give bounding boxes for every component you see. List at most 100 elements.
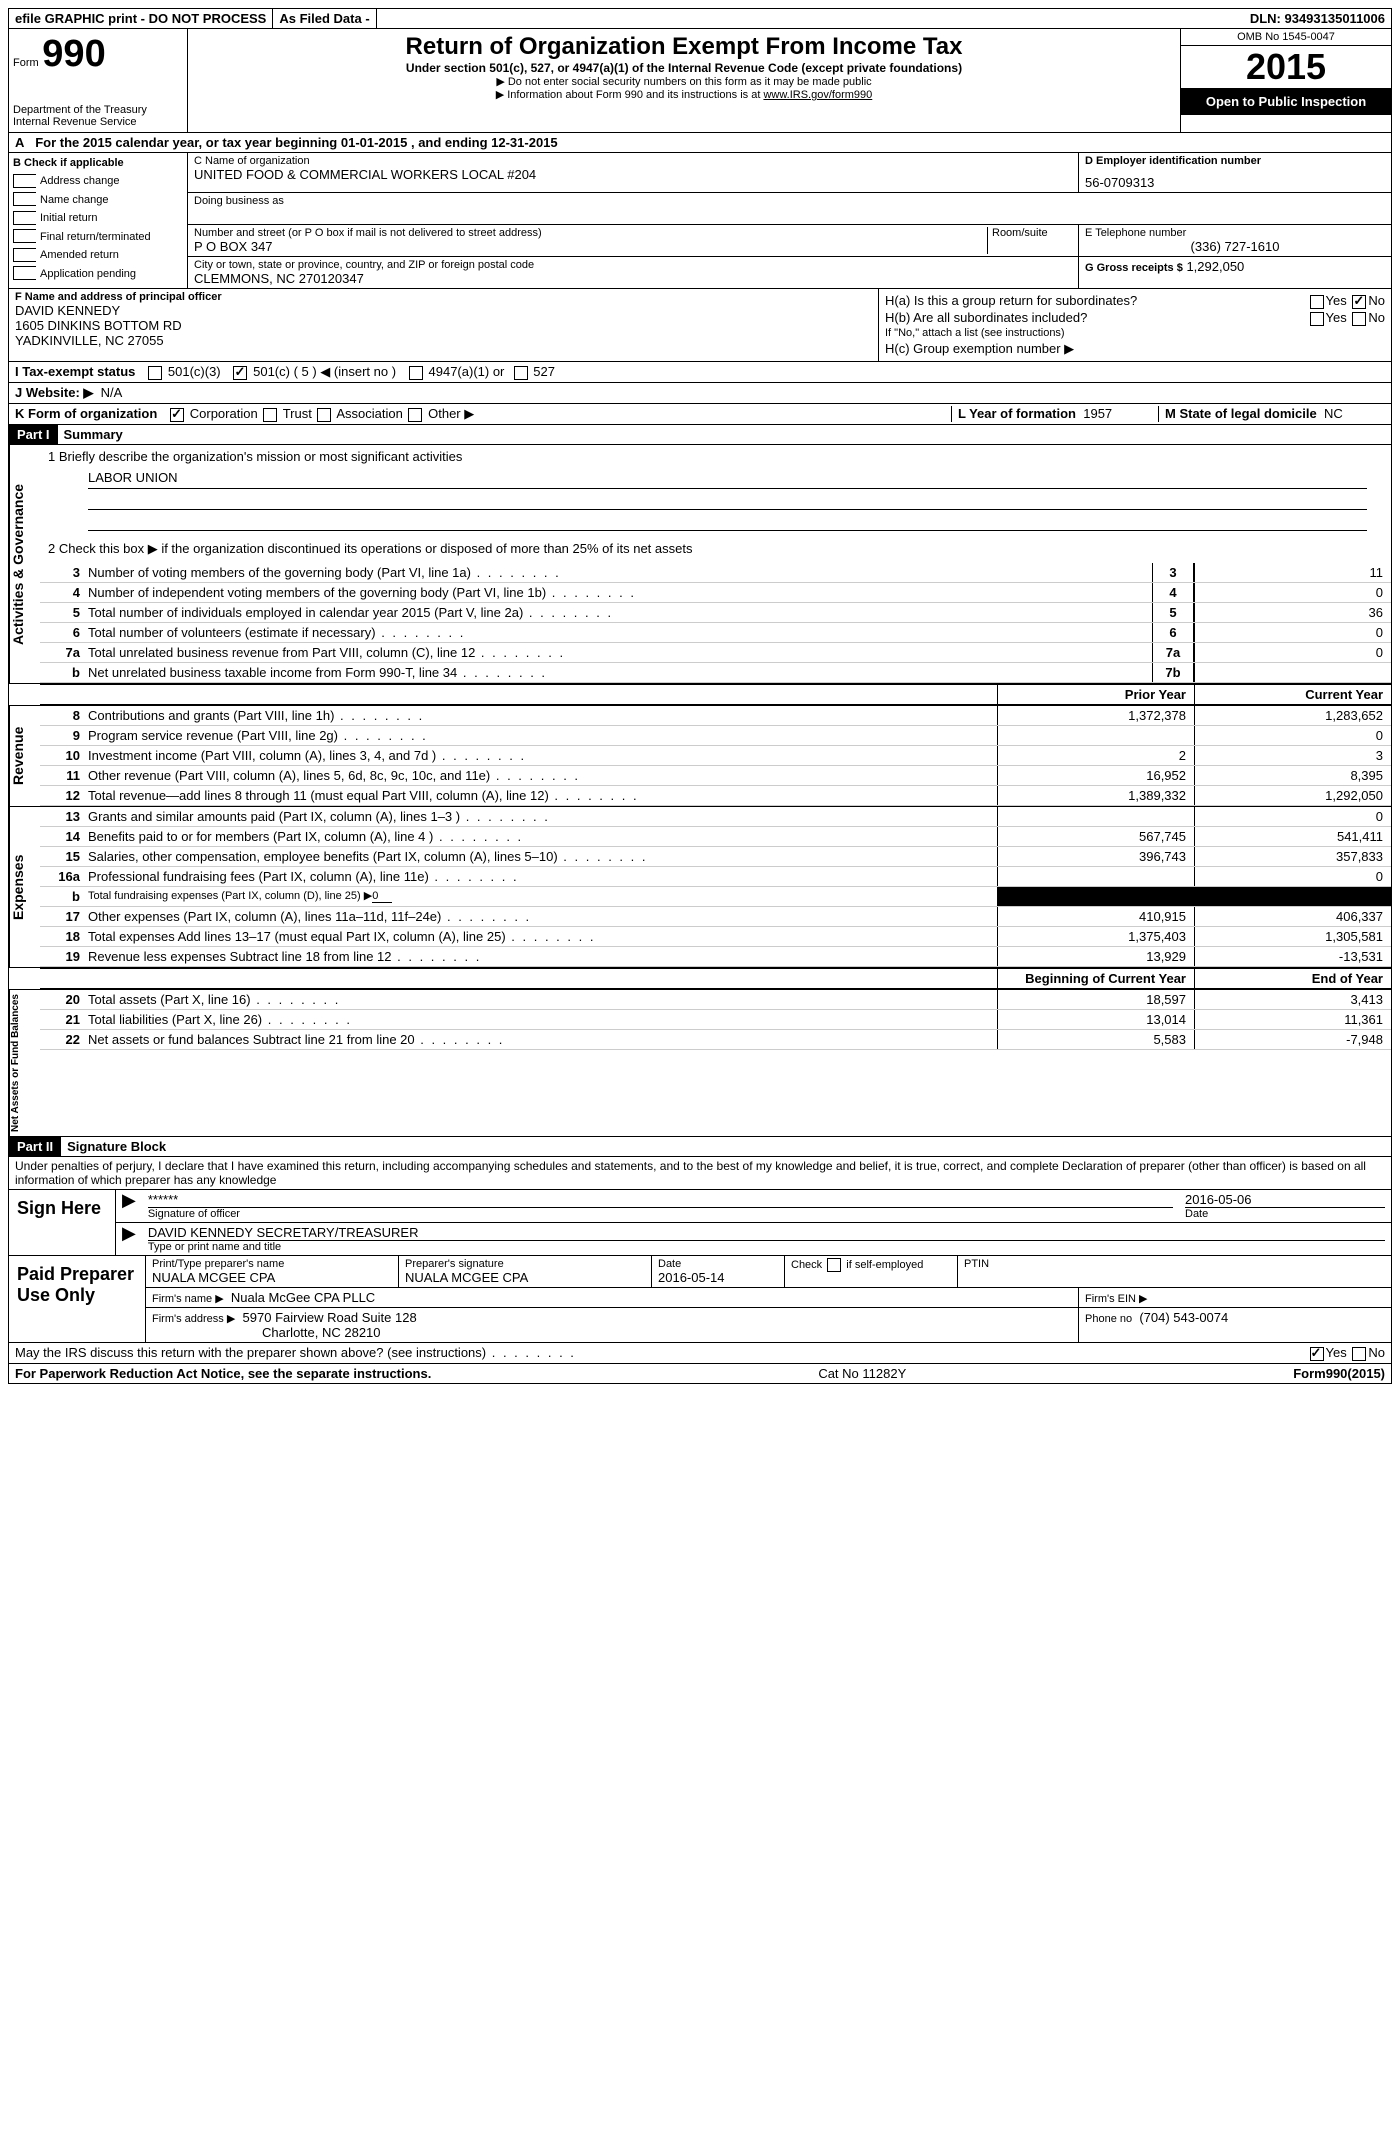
twocol-header: Prior Year Current Year	[8, 684, 1392, 706]
revenue-section: Revenue 8Contributions and grants (Part …	[8, 706, 1392, 807]
website-value: N/A	[101, 385, 123, 401]
summary-line: 15Salaries, other compensation, employee…	[40, 847, 1391, 867]
governance-section: Activities & Governance 1 Briefly descri…	[8, 445, 1392, 684]
year-formation: 1957	[1083, 406, 1112, 421]
telephone: (336) 727-1610	[1085, 239, 1385, 254]
check-final-return[interactable]: Final return/terminated	[13, 228, 183, 244]
preparer-date: 2016-05-14	[658, 1270, 778, 1285]
summary-line: b Net unrelated business taxable income …	[40, 663, 1391, 683]
cat-number: Cat No 11282Y	[818, 1366, 906, 1381]
form-of-org-row: K Form of organization Corporation Trust…	[8, 404, 1392, 425]
summary-line: 9Program service revenue (Part VIII, lin…	[40, 726, 1391, 746]
expenses-section: Expenses 13Grants and similar amounts pa…	[8, 807, 1392, 968]
tax-year-row: A For the 2015 calendar year, or tax yea…	[8, 133, 1392, 153]
summary-line: 14Benefits paid to or for members (Part …	[40, 827, 1391, 847]
discuss-yes-checkbox[interactable]	[1310, 1347, 1324, 1361]
hb-line: H(b) Are all subordinates included? Yes …	[885, 310, 1385, 325]
page-footer: For Paperwork Reduction Act Notice, see …	[8, 1364, 1392, 1384]
4947-checkbox[interactable]	[409, 366, 423, 380]
officer-group-row: F Name and address of principal officer …	[8, 289, 1392, 362]
arrow-icon: ▶	[116, 1223, 142, 1255]
form-number-footer: Form990(2015)	[1293, 1366, 1385, 1381]
officer-addr2: YADKINVILLE, NC 27055	[15, 333, 872, 348]
gross-receipts: 1,292,050	[1186, 259, 1244, 274]
gross-receipts-cell: G Gross receipts $ 1,292,050	[1078, 257, 1391, 288]
ein-cell: D Employer identification number 56-0709…	[1078, 153, 1391, 192]
end-year-header: End of Year	[1194, 969, 1391, 988]
discuss-no-checkbox[interactable]	[1352, 1347, 1366, 1361]
street-address: P O BOX 347	[194, 239, 987, 254]
col-b-header: B Check if applicable	[13, 157, 183, 169]
summary-line: 11Other revenue (Part VIII, column (A), …	[40, 766, 1391, 786]
top-bar: efile GRAPHIC print - DO NOT PROCESS As …	[8, 8, 1392, 29]
dba-cell: Doing business as	[188, 193, 1079, 224]
org-name: UNITED FOOD & COMMERCIAL WORKERS LOCAL #…	[194, 167, 1072, 182]
501c3-checkbox[interactable]	[148, 366, 162, 380]
summary-line: 12Total revenue—add lines 8 through 11 (…	[40, 786, 1391, 806]
ha-no-checkbox[interactable]	[1352, 295, 1366, 309]
firm-name: Nuala McGee CPA PLLC	[231, 1290, 375, 1305]
phone-cell: E Telephone number (336) 727-1610	[1078, 225, 1391, 256]
check-amended-return[interactable]: Amended return	[13, 246, 183, 262]
summary-line: 8Contributions and grants (Part VIII, li…	[40, 706, 1391, 726]
check-initial-return[interactable]: Initial return	[13, 209, 183, 225]
open-to-public: Open to Public Inspection	[1181, 88, 1391, 115]
governance-side-label: Activities & Governance	[9, 445, 40, 683]
paperwork-notice: For Paperwork Reduction Act Notice, see …	[15, 1366, 431, 1381]
summary-line: 21Total liabilities (Part X, line 26)13,…	[40, 1010, 1391, 1030]
form-number-block: Form 990 Department of the Treasury Inte…	[9, 29, 188, 132]
summary-line: 16aProfessional fundraising fees (Part I…	[40, 867, 1391, 887]
sign-here-label: Sign Here	[9, 1190, 116, 1255]
signature-redacted: ******	[148, 1192, 1173, 1207]
irs-label: Internal Revenue Service	[13, 116, 183, 128]
summary-line: 19Revenue less expenses Subtract line 18…	[40, 947, 1391, 967]
check-name-change[interactable]: Name change	[13, 191, 183, 207]
org-info-grid: B Check if applicable Address change Nam…	[8, 153, 1392, 289]
year-block: OMB No 1545-0047 2015 Open to Public Ins…	[1180, 29, 1391, 132]
check-application-pending[interactable]: Application pending	[13, 265, 183, 281]
discuss-row: May the IRS discuss this return with the…	[8, 1343, 1392, 1364]
preparer-signature: NUALA MCGEE CPA	[405, 1270, 645, 1285]
efile-notice: efile GRAPHIC print - DO NOT PROCESS	[9, 9, 273, 28]
ein-value: 56-0709313	[1085, 175, 1385, 190]
summary-line: 22Net assets or fund balances Subtract l…	[40, 1030, 1391, 1050]
assoc-checkbox[interactable]	[317, 408, 331, 422]
column-b-checks: B Check if applicable Address change Nam…	[9, 153, 188, 288]
trust-checkbox[interactable]	[263, 408, 277, 422]
state-domicile: NC	[1324, 406, 1343, 421]
paid-preparer-block: Paid Preparer Use Only Print/Type prepar…	[8, 1256, 1392, 1343]
prior-year-header: Prior Year	[997, 685, 1194, 704]
org-name-cell: C Name of organization UNITED FOOD & COM…	[188, 153, 1078, 192]
ha-line: H(a) Is this a group return for subordin…	[885, 293, 1385, 308]
check-address-change[interactable]: Address change	[13, 172, 183, 188]
principal-officer: F Name and address of principal officer …	[9, 289, 879, 361]
summary-line: 18Total expenses Add lines 13–17 (must e…	[40, 927, 1391, 947]
preparer-name: NUALA MCGEE CPA	[152, 1270, 392, 1285]
part2-header: Part II Signature Block	[8, 1137, 1392, 1157]
form-subtitle: Under section 501(c), 527, or 4947(a)(1)…	[198, 61, 1170, 75]
tax-year: 2015	[1181, 46, 1391, 88]
other-checkbox[interactable]	[408, 408, 422, 422]
officer-name-title: DAVID KENNEDY SECRETARY/TREASURER	[148, 1225, 1385, 1240]
summary-line: 17Other expenses (Part IX, column (A), l…	[40, 907, 1391, 927]
mission-prompt: 1 Briefly describe the organization's mi…	[40, 445, 1391, 464]
hb-no-checkbox[interactable]	[1352, 312, 1366, 326]
current-year-header: Current Year	[1194, 685, 1391, 704]
501c-checkbox[interactable]	[233, 366, 247, 380]
firm-ein-label: Firm's EIN ▶	[1085, 1293, 1148, 1305]
expenses-side-label: Expenses	[9, 807, 40, 967]
corp-checkbox[interactable]	[170, 408, 184, 422]
perjury-statement: Under penalties of perjury, I declare th…	[8, 1157, 1392, 1190]
irs-link[interactable]: www.IRS.gov/form990	[763, 89, 872, 101]
self-employed-check[interactable]: Check if self-employed	[791, 1258, 951, 1272]
hb-yes-checkbox[interactable]	[1310, 312, 1324, 326]
summary-line: 5 Total number of individuals employed i…	[40, 603, 1391, 623]
summary-line: 7a Total unrelated business revenue from…	[40, 643, 1391, 663]
column-cd: C Name of organization UNITED FOOD & COM…	[188, 153, 1391, 288]
ha-yes-checkbox[interactable]	[1310, 295, 1324, 309]
form-header: Form 990 Department of the Treasury Inte…	[8, 29, 1392, 133]
city-state-zip: CLEMMONS, NC 270120347	[194, 271, 1072, 286]
527-checkbox[interactable]	[514, 366, 528, 380]
form-title: Return of Organization Exempt From Incom…	[198, 33, 1170, 61]
revenue-side-label: Revenue	[9, 706, 40, 806]
